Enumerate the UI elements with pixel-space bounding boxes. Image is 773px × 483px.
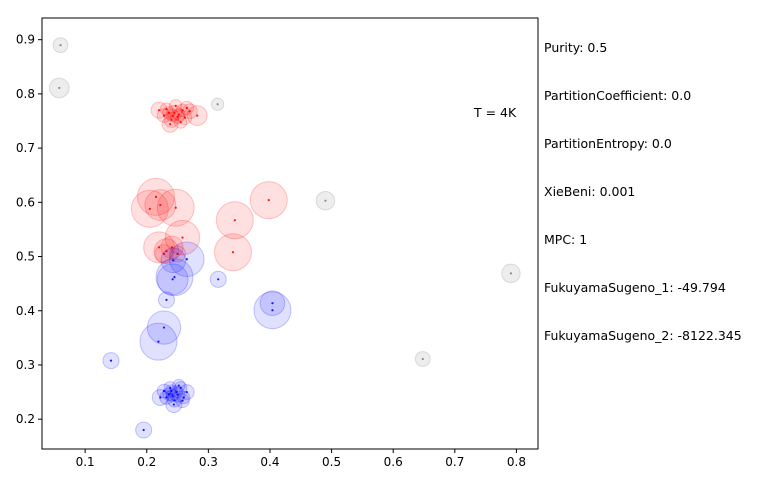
y-tick-label: 0.4 — [16, 304, 35, 318]
plot-frame — [41, 17, 539, 450]
x-tick-label: 0.1 — [76, 455, 95, 469]
y-tick-label: 0.5 — [16, 250, 35, 264]
blue-data-point — [173, 276, 176, 279]
grey-data-point — [58, 86, 61, 90]
blue-data-point — [185, 390, 188, 394]
chart-marks — [48, 37, 521, 439]
blue-data-point — [157, 340, 160, 343]
red-data-point — [171, 114, 174, 117]
metric-xie-beni: XieBeni: 0.001 — [544, 184, 636, 199]
blue-data-point — [172, 259, 175, 262]
red-data-point — [165, 250, 168, 253]
blue-data-point — [181, 399, 184, 402]
x-tick-label: 0.3 — [199, 455, 218, 469]
red-data-point — [233, 219, 236, 222]
blue-data-point — [185, 258, 188, 261]
blue-data-point — [179, 386, 182, 389]
red-data-point — [188, 110, 191, 113]
red-data-point — [174, 104, 177, 107]
x-tick-label: 0.8 — [507, 455, 526, 469]
y-tick-label: 0.6 — [16, 195, 35, 209]
chart-axes: 0.1 0.2 0.3 0.4 0.5 0.6 0.7 0.8 0.2 0.3 0.4 0.5 0.6 0… — [16, 17, 539, 469]
red-data-point — [165, 107, 168, 111]
blue-data-point — [182, 396, 185, 399]
blue-data-point — [177, 384, 180, 387]
y-tick-label: 0.2 — [16, 412, 35, 426]
red-data-point — [170, 246, 174, 249]
blue-data-point — [165, 396, 168, 399]
blue-data-point — [271, 302, 274, 305]
red-data-point — [185, 106, 188, 110]
red-data-point — [157, 246, 161, 249]
blue-data-point — [142, 428, 145, 432]
x-tick-label: 0.2 — [137, 455, 156, 469]
metric-purity: Purity: 0.5 — [544, 40, 608, 55]
red-data-point — [196, 114, 199, 117]
x-tick-label: 0.6 — [384, 455, 403, 469]
blue-data-point — [170, 389, 173, 393]
red-data-point — [181, 236, 184, 239]
red-data-point — [173, 111, 176, 114]
red-data-point — [170, 118, 173, 122]
red-data-point — [231, 251, 235, 254]
red-data-point — [183, 116, 187, 119]
y-tick-label: 0.3 — [16, 358, 35, 372]
red-data-point — [157, 109, 161, 112]
grey-data-point — [421, 357, 424, 361]
blue-data-point — [172, 403, 175, 406]
x-tick-label: 0.7 — [445, 455, 464, 469]
blue-data-point — [171, 394, 174, 397]
red-data-point — [177, 113, 180, 116]
blue-data-point — [171, 278, 174, 281]
blue-data-point — [173, 399, 176, 402]
blue-data-point — [165, 298, 168, 302]
x-tick-label: 0.5 — [322, 455, 341, 469]
blue-data-point — [109, 359, 113, 362]
temperature-annotation: T = 4K — [473, 105, 517, 120]
red-data-point — [148, 207, 151, 210]
red-data-point — [176, 252, 179, 255]
red-data-point — [181, 109, 184, 112]
red-data-point — [154, 195, 158, 199]
blue-data-point — [271, 309, 274, 312]
metric-partition-coefficient: PartitionCoefficient: 0.0 — [544, 88, 692, 103]
grey-data-point — [216, 103, 219, 106]
blue-data-point — [167, 393, 171, 396]
red-data-point — [162, 114, 166, 117]
grey-data-point — [324, 199, 327, 202]
metric-partition-entropy: PartitionEntropy: 0.0 — [544, 136, 672, 151]
points-group — [48, 37, 521, 439]
x-tick-label: 0.4 — [260, 455, 279, 469]
blue-data-point — [169, 386, 172, 389]
metrics-panel: Purity: 0.5 PartitionCoefficient: 0.0 Pa… — [544, 8, 742, 360]
red-data-point — [169, 123, 172, 126]
blue-data-point — [217, 278, 220, 281]
red-data-point — [159, 203, 162, 207]
metric-fukuyama-sugeno-1: FukuyamaSugeno_1: -49.794 — [544, 280, 726, 295]
y-tick-label: 0.8 — [16, 87, 35, 101]
red-data-point — [176, 115, 179, 118]
blue-data-point — [162, 326, 166, 329]
red-data-point — [162, 252, 166, 255]
grey-data-point — [509, 272, 512, 275]
red-data-point — [267, 199, 270, 202]
blue-data-point — [162, 389, 166, 393]
blue-data-point — [176, 393, 179, 396]
y-tick-label: 0.7 — [16, 141, 35, 155]
red-data-point — [167, 111, 171, 114]
blue-data-point — [175, 390, 178, 394]
y-tick-label: 0.9 — [16, 33, 35, 47]
grey-data-point — [59, 44, 62, 47]
metric-fukuyama-sugeno-2: FukuyamaSugeno_2: -8122.345 — [544, 328, 742, 343]
metric-mpc: MPC: 1 — [544, 232, 588, 247]
red-data-point — [174, 206, 177, 209]
red-data-point — [179, 120, 182, 124]
blue-data-point — [159, 396, 162, 399]
